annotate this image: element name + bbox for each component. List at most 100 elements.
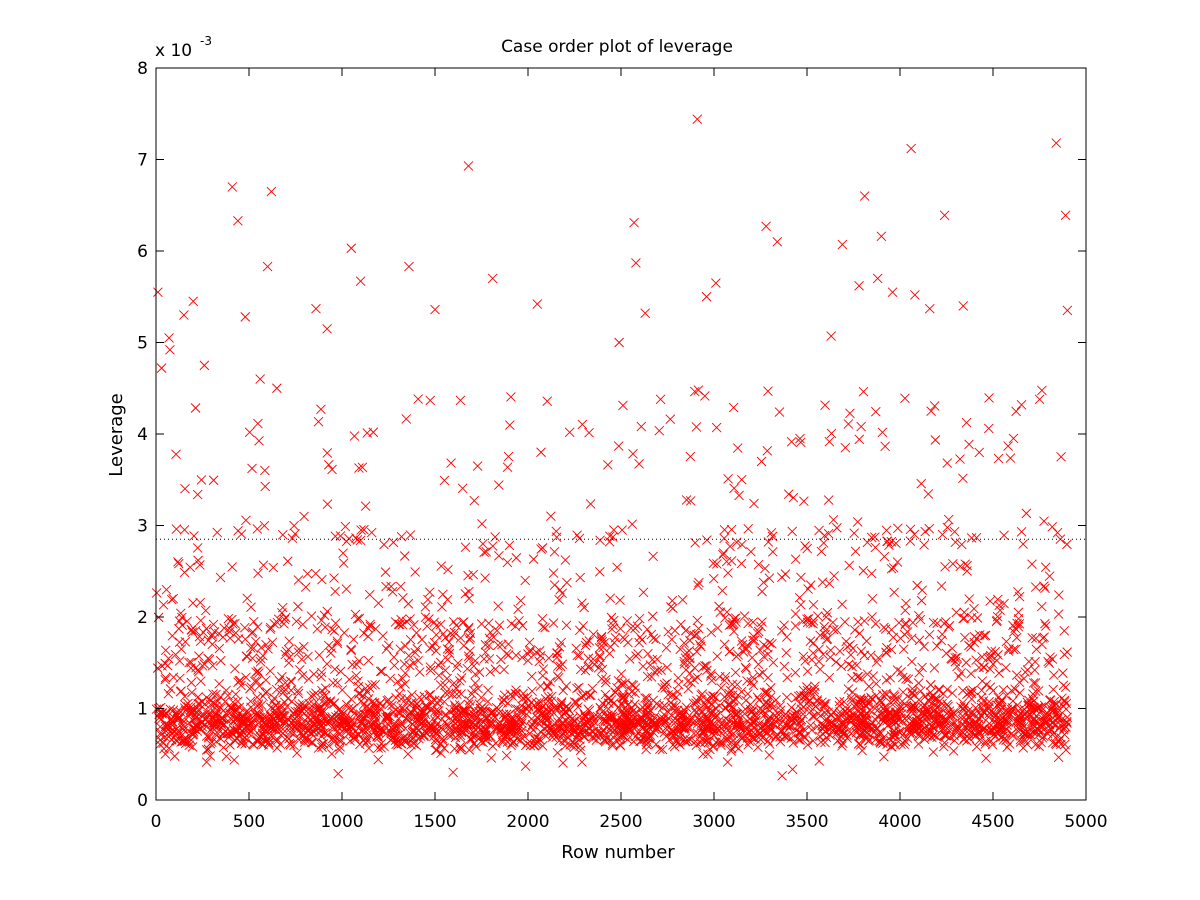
data-point xyxy=(794,592,805,603)
data-point xyxy=(990,731,1000,742)
data-point xyxy=(218,705,229,716)
data-point xyxy=(695,641,706,652)
data-point xyxy=(913,739,924,749)
data-point xyxy=(444,648,455,659)
data-point xyxy=(825,645,836,655)
data-point xyxy=(932,618,942,629)
data-point xyxy=(914,695,924,705)
data-point xyxy=(642,693,652,704)
data-point xyxy=(399,659,410,669)
data-point xyxy=(790,709,800,720)
data-point xyxy=(963,688,974,698)
data-point xyxy=(837,738,848,749)
data-point xyxy=(693,385,704,395)
data-point xyxy=(764,573,775,583)
data-point xyxy=(714,601,724,612)
data-point xyxy=(492,625,502,636)
data-point xyxy=(455,676,465,686)
data-point xyxy=(812,721,823,732)
data-point xyxy=(691,422,702,432)
data-point xyxy=(373,730,383,741)
data-point xyxy=(858,565,869,576)
data-point xyxy=(572,683,582,694)
data-point xyxy=(832,523,842,533)
data-point xyxy=(1027,559,1037,569)
data-point xyxy=(808,638,819,648)
data-point xyxy=(511,685,521,695)
data-point xyxy=(881,525,892,536)
data-point xyxy=(837,741,847,751)
data-point xyxy=(198,627,209,638)
data-point xyxy=(979,630,989,641)
data-point xyxy=(512,726,523,737)
data-point xyxy=(711,278,721,288)
data-point xyxy=(867,593,878,604)
data-point xyxy=(254,436,264,446)
data-point xyxy=(499,733,509,743)
data-point xyxy=(831,657,841,667)
data-point xyxy=(669,705,680,716)
data-point xyxy=(1040,562,1051,572)
data-point xyxy=(445,726,455,737)
data-point xyxy=(999,598,1009,609)
data-point xyxy=(177,736,188,747)
data-point xyxy=(410,567,420,577)
data-point xyxy=(724,620,735,630)
data-point xyxy=(803,584,813,594)
data-point xyxy=(195,615,206,626)
data-point xyxy=(234,702,245,713)
data-point xyxy=(176,686,187,696)
data-point xyxy=(906,701,917,712)
data-point xyxy=(233,634,244,644)
data-point xyxy=(626,719,637,729)
data-point xyxy=(1040,618,1050,629)
data-point xyxy=(387,586,398,597)
data-point xyxy=(215,655,226,666)
data-point xyxy=(305,706,315,717)
data-point xyxy=(867,612,877,622)
data-point xyxy=(698,749,708,759)
data-point xyxy=(518,693,529,704)
data-point xyxy=(596,728,607,738)
data-point xyxy=(205,751,216,761)
data-point xyxy=(440,710,451,721)
data-point xyxy=(952,661,962,672)
data-point xyxy=(900,605,911,616)
data-point xyxy=(929,401,940,411)
data-point xyxy=(940,561,950,572)
data-point xyxy=(854,434,865,445)
data-point xyxy=(963,721,973,731)
data-point xyxy=(199,360,210,371)
data-point xyxy=(658,713,669,724)
data-point xyxy=(855,708,866,719)
data-point xyxy=(759,651,769,662)
data-point xyxy=(780,731,791,742)
data-point xyxy=(669,741,680,752)
data-point xyxy=(255,374,265,384)
data-point xyxy=(937,529,948,540)
data-point xyxy=(480,573,490,583)
data-point xyxy=(513,711,524,721)
data-point xyxy=(856,421,866,432)
data-point xyxy=(397,673,408,684)
data-point xyxy=(298,641,309,652)
data-point xyxy=(947,643,957,654)
data-point xyxy=(287,533,298,543)
data-point xyxy=(244,427,255,438)
data-point xyxy=(417,634,427,645)
data-point xyxy=(950,653,961,663)
data-point xyxy=(326,749,337,759)
data-point xyxy=(629,217,639,228)
data-point xyxy=(1013,711,1023,721)
data-point xyxy=(413,655,423,666)
data-point xyxy=(903,723,914,734)
data-point xyxy=(626,623,636,634)
data-point xyxy=(469,495,480,506)
data-point xyxy=(218,729,228,740)
data-point xyxy=(948,559,958,569)
data-point xyxy=(667,595,678,606)
data-point xyxy=(486,753,497,763)
data-point xyxy=(387,724,398,734)
data-point xyxy=(362,428,373,438)
data-point xyxy=(569,725,580,736)
